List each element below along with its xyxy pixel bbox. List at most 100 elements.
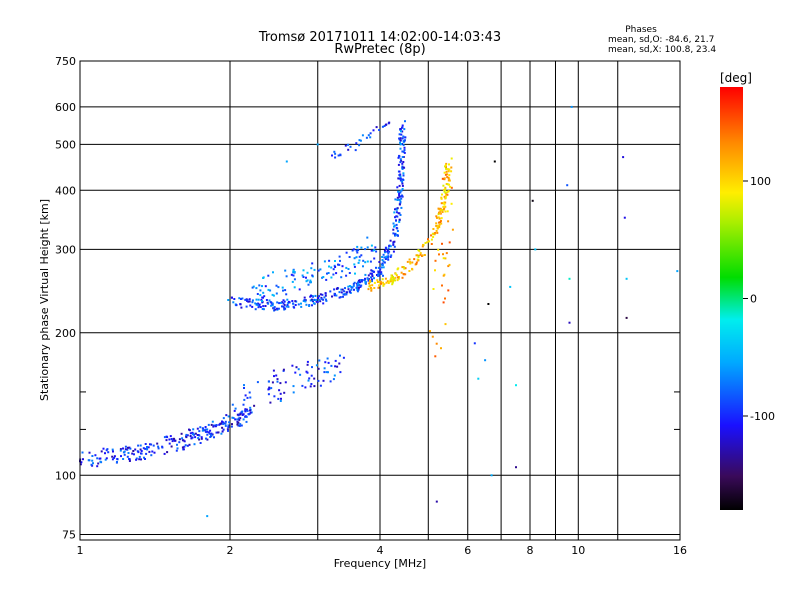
- data-point: [150, 443, 153, 446]
- data-point: [175, 449, 178, 452]
- data-point: [312, 302, 315, 305]
- data-point: [325, 371, 328, 374]
- data-point: [432, 236, 435, 238]
- data-point: [401, 150, 404, 153]
- data-point: [394, 216, 396, 219]
- data-point: [310, 374, 313, 377]
- data-point: [375, 266, 377, 269]
- data-point: [364, 248, 367, 251]
- data-point: [271, 381, 274, 384]
- data-point: [337, 263, 339, 266]
- data-point: [347, 143, 349, 146]
- data-point: [397, 277, 400, 280]
- data-point: [230, 425, 233, 428]
- data-point: [139, 448, 142, 451]
- data-point: [310, 267, 313, 270]
- data-point: [237, 417, 240, 420]
- data-point: [448, 241, 451, 244]
- data-point: [364, 280, 367, 283]
- data-point: [401, 182, 404, 185]
- data-point: [444, 323, 447, 326]
- data-point: [373, 249, 376, 252]
- data-point: [267, 393, 270, 396]
- data-point: [339, 354, 341, 357]
- data-point: [224, 420, 227, 423]
- data-point: [408, 258, 411, 261]
- data-point: [249, 406, 252, 409]
- data-point: [245, 408, 248, 411]
- data-point: [255, 287, 258, 290]
- data-point: [236, 418, 239, 421]
- data-point: [400, 197, 403, 200]
- data-point: [299, 373, 302, 376]
- data-point: [190, 437, 193, 440]
- data-point: [400, 130, 402, 133]
- data-point: [276, 378, 279, 381]
- data-point: [370, 289, 373, 292]
- data-point: [390, 274, 393, 277]
- data-point: [283, 303, 286, 306]
- data-point: [394, 198, 397, 201]
- data-point: [389, 245, 392, 248]
- data-point: [448, 183, 450, 186]
- data-point: [395, 211, 398, 214]
- data-point: [347, 288, 350, 291]
- data-point: [292, 274, 295, 277]
- data-point: [402, 172, 405, 175]
- data-point: [442, 184, 445, 187]
- data-point: [397, 276, 400, 278]
- data-point: [398, 170, 401, 173]
- data-point: [262, 308, 265, 311]
- data-point: [444, 205, 447, 208]
- data-point: [279, 400, 282, 402]
- data-point: [186, 444, 189, 447]
- data-point: [403, 140, 406, 143]
- data-point: [427, 238, 429, 241]
- data-point: [293, 271, 296, 273]
- data-point: [396, 230, 399, 232]
- data-point: [382, 266, 385, 269]
- data-point: [313, 377, 316, 380]
- data-point: [260, 298, 263, 301]
- data-point: [327, 272, 330, 274]
- data-point: [183, 445, 186, 448]
- data-point: [358, 259, 361, 262]
- data-point: [358, 139, 361, 142]
- data-point: [515, 466, 517, 469]
- data-point: [366, 236, 369, 239]
- data-point: [251, 286, 254, 289]
- data-point: [398, 218, 401, 221]
- data-point: [392, 241, 395, 244]
- data-point: [443, 171, 446, 174]
- data-point: [268, 299, 271, 302]
- data-point: [395, 207, 398, 210]
- data-point: [359, 139, 362, 142]
- data-point: [334, 359, 337, 362]
- data-point: [442, 188, 445, 191]
- data-point: [332, 268, 335, 271]
- data-point: [422, 243, 424, 246]
- data-point: [392, 278, 395, 280]
- data-point: [444, 173, 447, 176]
- data-point: [399, 147, 402, 150]
- data-point: [292, 269, 295, 272]
- data-point: [477, 377, 480, 380]
- data-point: [264, 305, 267, 307]
- data-point: [322, 298, 325, 301]
- data-point: [439, 212, 441, 215]
- phases-box: Phases mean, sd,O: -84.6, 21.7 mean, sd,…: [608, 25, 716, 55]
- data-point: [146, 447, 148, 450]
- data-point: [369, 279, 371, 282]
- data-point: [401, 184, 404, 187]
- data-point: [227, 299, 230, 301]
- data-point: [338, 291, 341, 294]
- y-tick-label: 500: [55, 138, 76, 151]
- data-point: [387, 282, 390, 284]
- data-point: [396, 268, 399, 271]
- data-point: [442, 208, 445, 211]
- data-point: [441, 209, 444, 211]
- data-point: [450, 202, 453, 205]
- data-point: [279, 392, 282, 395]
- data-point: [401, 130, 404, 133]
